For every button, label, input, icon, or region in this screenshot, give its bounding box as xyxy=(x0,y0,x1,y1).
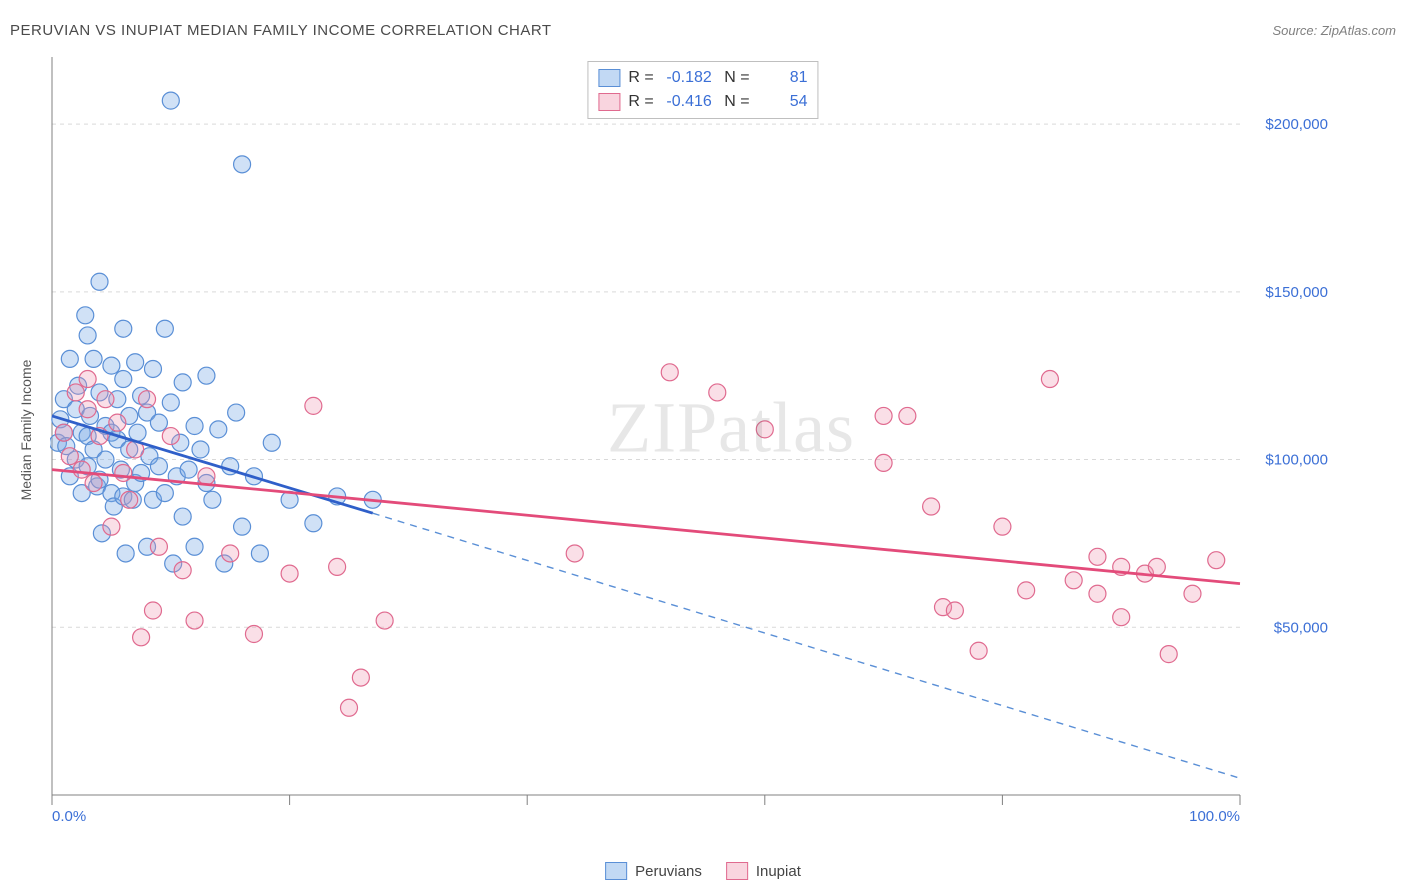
svg-text:0.0%: 0.0% xyxy=(52,808,86,825)
swatch-blue xyxy=(598,69,620,87)
r-label-2: R = xyxy=(628,90,653,114)
n-label-2: N = xyxy=(720,90,750,114)
svg-text:$200,000: $200,000 xyxy=(1265,116,1328,133)
swatch-pink xyxy=(598,93,620,111)
n-label: N = xyxy=(720,66,750,90)
n-value-peruvians: 81 xyxy=(758,66,808,90)
legend-item-peruvians: Peruvians xyxy=(605,862,702,880)
y-axis-label: Median Family Income xyxy=(18,360,34,501)
chart-svg: $50,000 $100,000 $150,000 $200,000 0.0% 100.0… xyxy=(50,55,1350,825)
chart-title: PERUVIAN VS INUPIAT MEDIAN FAMILY INCOME… xyxy=(10,22,552,39)
chart-source: Source: ZipAtlas.com xyxy=(1272,23,1396,38)
header-bar: PERUVIAN VS INUPIAT MEDIAN FAMILY INCOME… xyxy=(10,22,1396,39)
r-label: R = xyxy=(628,66,653,90)
n-value-inupiat: 54 xyxy=(758,90,808,114)
stats-legend-box: R = -0.182 N = 81 R = -0.416 N = 54 xyxy=(587,61,818,119)
r-value-inupiat: -0.416 xyxy=(662,90,712,114)
legend-swatch-blue xyxy=(605,862,627,880)
legend-label-peruvians: Peruvians xyxy=(635,863,702,880)
bottom-legend: Peruvians Inupiat xyxy=(605,862,801,880)
stats-row-peruvians: R = -0.182 N = 81 xyxy=(598,66,807,90)
svg-text:$50,000: $50,000 xyxy=(1274,619,1328,636)
svg-text:100.0%: 100.0% xyxy=(1189,808,1240,825)
stats-row-inupiat: R = -0.416 N = 54 xyxy=(598,90,807,114)
legend-label-inupiat: Inupiat xyxy=(756,863,801,880)
svg-text:$150,000: $150,000 xyxy=(1265,284,1328,301)
svg-text:$100,000: $100,000 xyxy=(1265,452,1328,469)
r-value-peruvians: -0.182 xyxy=(662,66,712,90)
legend-item-inupiat: Inupiat xyxy=(726,862,801,880)
plot-area: $50,000 $100,000 $150,000 $200,000 0.0% 100.0… xyxy=(50,55,1350,825)
legend-swatch-pink xyxy=(726,862,748,880)
